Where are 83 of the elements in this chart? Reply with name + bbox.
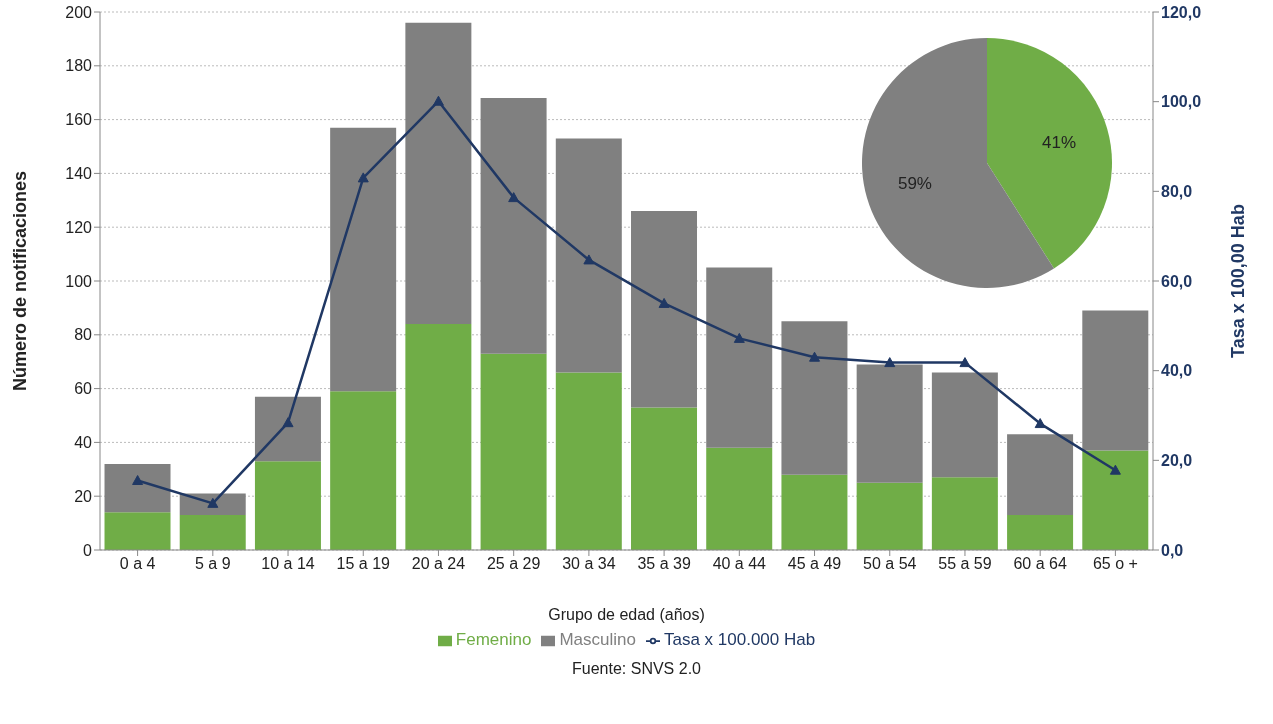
- x-tick-label: 25 a 29: [486, 555, 541, 573]
- legend-label: Masculino: [559, 630, 636, 649]
- bar: [631, 407, 698, 550]
- data-label: 41%: [1042, 132, 1077, 152]
- point: [357, 172, 369, 183]
- x-tick-label: 60 a 64: [1013, 555, 1067, 573]
- bar: [1007, 515, 1074, 550]
- x-axis-title: Grupo de edad (años): [548, 606, 705, 623]
- x-tick-label: 5 a 9: [195, 555, 231, 573]
- point: [132, 475, 144, 486]
- y2-tick-label: 100,0: [1161, 93, 1202, 111]
- point: [809, 351, 821, 362]
- bar: [104, 463, 171, 513]
- y-tick-label: 200: [65, 3, 93, 21]
- y-tick-label: 40: [74, 434, 93, 452]
- x-tick-label: 0 a 4: [119, 555, 156, 573]
- y2-tick-label: 80,0: [1161, 183, 1193, 201]
- bar: [555, 138, 622, 373]
- y-axis-title: Número de notificaciones: [10, 170, 31, 392]
- x-tick-label: 15 a 19: [336, 555, 391, 573]
- point: [1109, 464, 1121, 475]
- bar: [330, 127, 397, 392]
- point: [959, 357, 971, 368]
- x-tick-label: 35 a 39: [637, 555, 691, 573]
- bar: [706, 267, 773, 448]
- point: [884, 357, 896, 368]
- x-tick-label: 20 a 24: [411, 555, 466, 573]
- bar: [706, 447, 773, 550]
- point: [733, 332, 745, 343]
- legend-label: Femenino: [455, 630, 532, 649]
- x-tick-label: 45 a 49: [787, 555, 842, 573]
- point: [282, 417, 294, 428]
- bar: [931, 372, 998, 478]
- y-tick-label: 20: [74, 487, 93, 505]
- point: [658, 297, 670, 308]
- x-tick-label: 10 a 14: [261, 555, 315, 573]
- point: [1034, 418, 1046, 429]
- source-note: Fuente: SNVS 2.0: [571, 660, 702, 678]
- y-tick-label: 160: [65, 111, 93, 129]
- bar: [179, 515, 246, 550]
- bar: [856, 364, 923, 483]
- bar: [1082, 310, 1149, 451]
- y-tick-label: 80: [74, 326, 93, 344]
- bar: [555, 372, 622, 550]
- bar: [631, 211, 698, 408]
- x-tick-label: 55 a 59: [938, 555, 992, 573]
- bar: [931, 477, 998, 550]
- y-tick-label: 140: [65, 165, 93, 183]
- y-tick-label: 180: [65, 57, 93, 75]
- y-tick-label: 120: [65, 218, 93, 236]
- point: [508, 192, 520, 203]
- x-tick-label: 50 a 54: [863, 555, 917, 573]
- y-tick-label: 0: [83, 541, 93, 559]
- y2-tick-label: 120,0: [1161, 3, 1202, 21]
- bar: [104, 512, 171, 550]
- y2-tick-label: 20,0: [1161, 452, 1193, 470]
- point: [432, 95, 444, 106]
- y-tick-label: 60: [74, 380, 93, 398]
- bar: [480, 353, 547, 550]
- bar: [480, 98, 547, 354]
- bar: [781, 321, 848, 475]
- pie-slice: [987, 38, 1112, 269]
- bar: [254, 396, 321, 462]
- bar: [1082, 450, 1149, 550]
- y2-axis-title: Tasa x 100,00 Hab: [1228, 204, 1249, 358]
- point: [207, 497, 219, 508]
- y2-tick-label: 0,0: [1161, 541, 1184, 559]
- x-tick-label: 40 a 44: [712, 555, 767, 573]
- x-tick-label: 65 o +: [1092, 555, 1138, 573]
- y2-tick-label: 40,0: [1161, 362, 1193, 380]
- x-tick-label: 30 a 34: [562, 555, 616, 573]
- point: [583, 254, 595, 265]
- y2-tick-label: 60,0: [1161, 272, 1193, 290]
- bar: [254, 461, 321, 550]
- bar: [856, 482, 923, 550]
- bar: [1007, 434, 1074, 516]
- bar: [405, 22, 472, 325]
- data-label: 59%: [897, 174, 932, 194]
- legend-label: Tasa x 100.000 Hab: [663, 630, 816, 649]
- bar: [405, 324, 472, 550]
- bar: [330, 391, 397, 550]
- bar: [781, 474, 848, 550]
- y-tick-label: 100: [65, 272, 93, 290]
